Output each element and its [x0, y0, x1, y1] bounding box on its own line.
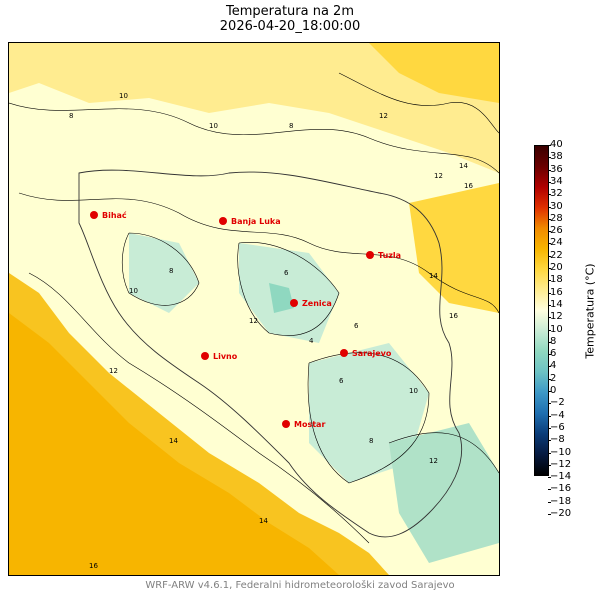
colorbar [534, 145, 549, 476]
colorbar-tick: −20 [547, 508, 572, 519]
colorbar-tick: −4 [548, 409, 565, 421]
contour-label: 8 [69, 112, 73, 120]
colorbar-tick: 16 [548, 286, 563, 298]
colorbar-tick: 6 [547, 348, 557, 360]
southeast-cool-zone [389, 423, 499, 563]
city-dot [201, 352, 209, 360]
city-label: Zenica [302, 299, 332, 308]
contour-label: 12 [429, 457, 438, 465]
city-dot [282, 420, 290, 428]
northeast-warm-zone [369, 43, 499, 103]
contour-label: 8 [289, 122, 293, 130]
east-warm-zone [409, 183, 499, 313]
contour-label: 12 [379, 112, 388, 120]
colorbar-tick: 30 [548, 200, 563, 212]
colorbar-tick: 32 [548, 188, 563, 200]
contour-label: 12 [249, 317, 258, 325]
northern-warm-zone [9, 43, 499, 173]
colorbar-tick: −8 [548, 434, 565, 446]
contour-label: 10 [409, 387, 418, 395]
colorbar-tick: 18 [548, 274, 563, 286]
adriatic-sea [9, 313, 339, 575]
colorbar-tick: 22 [548, 249, 563, 261]
contour-label: 8 [169, 267, 173, 275]
cities-layer: Bihać Banja Luka Tuzla Zenica Sarajevo Livno M… [90, 210, 401, 429]
city-marker: Zenica [290, 299, 332, 308]
colorbar-tick: 2 [547, 372, 557, 384]
city-dot [340, 349, 348, 357]
colorbar-tick: 26 [548, 225, 563, 237]
colorbar-tick: 36 [548, 163, 563, 175]
colorbar-tick: −12 [547, 458, 572, 470]
colorbar-tick: 20 [548, 262, 563, 273]
city-label: Mostar [294, 420, 325, 429]
contour-label: 10 [129, 287, 138, 295]
colorbar-tick: 10 [548, 323, 563, 335]
colorbar-tick: 24 [548, 237, 563, 249]
contour-label: 8 [369, 437, 373, 445]
colorbar-tick: 34 [548, 175, 563, 187]
colorbar-tick: 4 [547, 360, 557, 372]
contour-label: 16 [449, 312, 458, 320]
colorbar-tick: 38 [548, 151, 563, 163]
city-marker: Livno [201, 352, 238, 361]
map-canvas: 8 10 12 14 16 12 10 8 6 6 12 14 16 10 8 12 14 4 6 8 10 12 14 16… [9, 43, 499, 575]
contour-label: 14 [169, 437, 178, 445]
colorbar-tick: −18 [547, 495, 572, 507]
city-dot [290, 299, 298, 307]
contour-label: 12 [109, 367, 118, 375]
city-label: Sarajevo [352, 349, 392, 358]
colorbar-tick: 40 [548, 139, 563, 150]
colorbar-tick: −10 [547, 446, 572, 458]
colorbar-tick: −6 [548, 421, 565, 433]
temperature-map: 8 10 12 14 16 12 10 8 6 6 12 14 16 10 8 12 14 4 6 8 10 12 14 16… [8, 42, 500, 576]
colorbar-tick: 0 [547, 385, 557, 396]
contour-label: 10 [119, 92, 128, 100]
colorbar-tick: 28 [548, 212, 563, 224]
colorbar-tick: −16 [547, 483, 572, 495]
country-border [78, 169, 463, 538]
colorbar-tick: −14 [547, 471, 572, 483]
city-marker: Bihać [90, 210, 127, 220]
city-marker: Tuzla [366, 251, 401, 260]
contour-label: 14 [429, 272, 438, 280]
contour-label: 16 [464, 182, 473, 190]
map-subtitle: 2026-04-20_18:00:00 [219, 19, 361, 34]
colorbar-tick: 14 [548, 298, 563, 310]
contour-label: 12 [434, 172, 443, 180]
western-cool-zone [129, 233, 199, 313]
city-marker: Sarajevo [340, 349, 392, 358]
city-marker: Mostar [282, 420, 325, 429]
colorbar-tick: 8 [547, 335, 557, 347]
city-label: Banja Luka [231, 217, 281, 226]
contour-label: 16 [89, 562, 98, 570]
contour-label: 6 [354, 322, 359, 330]
contour-label: 14 [259, 517, 268, 525]
city-dot [219, 217, 227, 225]
contour-label: 10 [209, 122, 218, 130]
colorbar-tick: −2 [548, 397, 565, 409]
map-title: Temperatura na 2m [225, 4, 354, 19]
contour-label: 6 [284, 269, 289, 277]
colorbar-tick: 12 [548, 311, 563, 323]
contour-label: 6 [339, 377, 344, 385]
footer-credit: WRF-ARW v4.6.1, Federalni hidrometeorolo… [145, 580, 455, 591]
cold-spot [269, 283, 294, 313]
contour-labels: 8 10 12 14 16 12 10 8 6 6 12 14 16 10 8 12 14 4 6 8 10 12 14 16 [69, 92, 473, 570]
colorbar-label: Temperatura (°C) [583, 263, 597, 359]
city-marker: Banja Luka [219, 217, 281, 226]
contour-label: 14 [459, 162, 468, 170]
city-label: Bihać [102, 210, 127, 220]
city-dot [90, 211, 98, 219]
city-label: Tuzla [378, 251, 401, 260]
city-dot [366, 251, 374, 259]
contour-label: 4 [309, 337, 314, 345]
city-label: Livno [213, 352, 238, 361]
contour-lines [9, 72, 499, 544]
